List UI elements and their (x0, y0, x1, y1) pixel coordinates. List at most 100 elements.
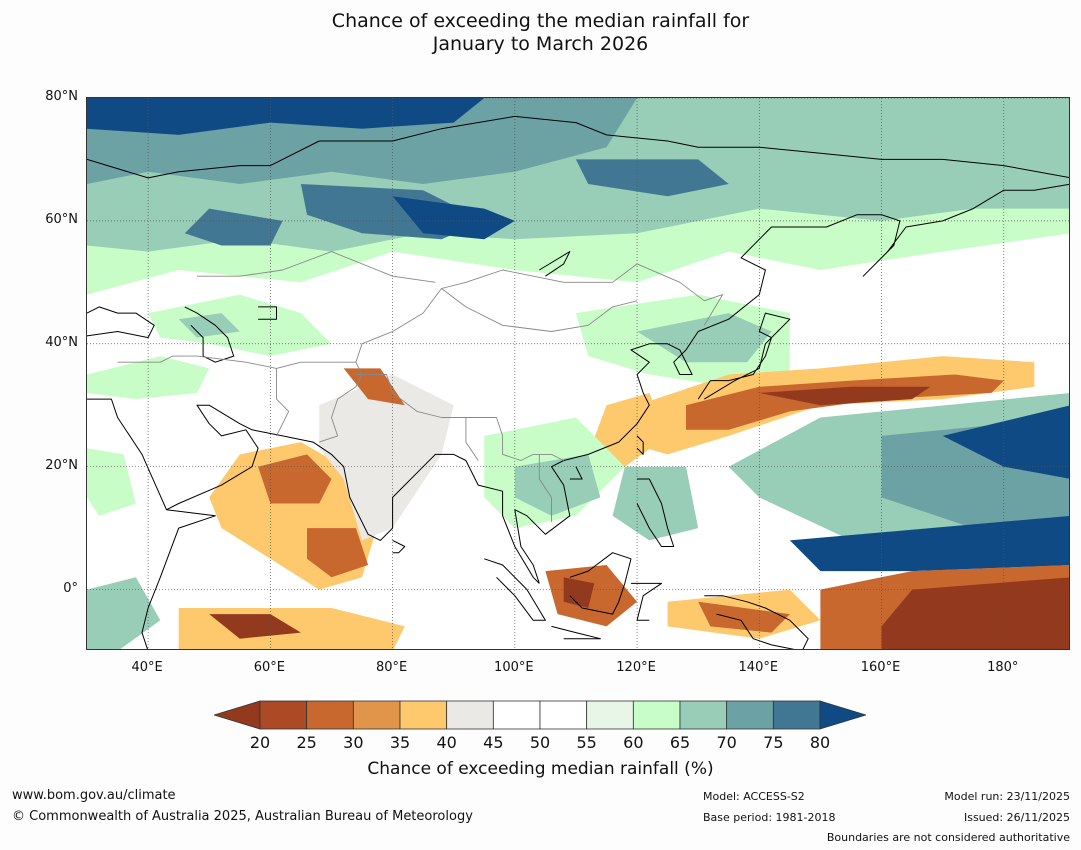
region-northeast-africa-wet (87, 448, 136, 516)
colorbar-tick-label: 60 (623, 733, 644, 752)
footer-model-run: Model run: 23/11/2025 (944, 790, 1070, 803)
region-north-pacific-dry-strong (759, 386, 931, 406)
rainfall-probability-map[interactable] (86, 97, 1070, 650)
lon-tick-label: 160°E (860, 660, 901, 675)
colorbar-cell (352, 700, 401, 730)
coastline-arctic (87, 115, 1069, 179)
lon-tick-label: 180° (987, 660, 1019, 675)
colorbar-tick-label: 70 (716, 733, 737, 752)
lat-tick-label: 80°N (45, 89, 78, 104)
map-title-line1: Chance of exceeding the median rainfall … (331, 10, 750, 32)
region-equatorial-pacific-dry-strong (881, 577, 1069, 649)
colorbar-tick-label: 30 (343, 733, 364, 752)
coastline-caspian (184, 306, 235, 363)
region-arabian-sea-dry-south (307, 528, 369, 578)
coastline-baikal (539, 251, 571, 277)
colorbar-cell (306, 700, 354, 730)
colorbar-under-arrow (214, 700, 261, 730)
region-indochina-wet-moderate (514, 454, 601, 516)
coastline-taiwan (636, 435, 644, 455)
region-korea-japan-wet (637, 313, 772, 363)
coastline-hainan (569, 466, 583, 480)
colorbar-tick-label: 25 (296, 733, 317, 752)
colorbar-tick-label: 20 (249, 733, 271, 752)
colorbar-cell (772, 700, 821, 730)
coastline-java (551, 625, 601, 640)
region-philippines-wet (612, 466, 699, 541)
colorbar-tick-label: 55 (576, 733, 597, 752)
border-mongolia-china (441, 288, 638, 332)
region-pacific-wet-max-north (942, 405, 1069, 479)
region-south-indian-dry-strong (209, 614, 301, 639)
colorbar-tick-label: 65 (669, 733, 691, 752)
colorbar-cell (586, 700, 634, 730)
colorbar-over-arrow (819, 700, 866, 730)
colorbar-cell (399, 700, 448, 730)
colorbar-cell (492, 700, 541, 730)
coastline-japan (697, 312, 791, 400)
region-india-neutral (319, 374, 454, 541)
footer-base-period: Base period: 1981-2018 (703, 811, 836, 824)
region-east-siberia-wet (575, 159, 729, 197)
footer-copyright: © Commonwealth of Australia 2025, Austra… (12, 809, 473, 824)
region-borneo-dry-strong (563, 577, 595, 608)
region-south-china-dry (588, 392, 668, 467)
colorbar-cell (446, 700, 494, 730)
border-kazakhstan-russia (197, 251, 436, 283)
region-west-siberia-wet-max (392, 196, 515, 240)
coastline-philippines (636, 478, 675, 547)
border-iran-afghanistan (276, 368, 290, 437)
region-urals-wet (184, 208, 283, 246)
map-title: Chance of exceeding the median rainfall … (0, 10, 1081, 56)
border-pakistan (319, 361, 363, 443)
colorbar-tick-label: 80 (809, 733, 831, 752)
footer-model: Model: ACCESS-S2 (703, 790, 805, 803)
region-arctic-wet-max (87, 98, 485, 135)
region-central-asia-wet-weak (148, 294, 332, 357)
border-china-south (355, 374, 564, 461)
border-myanmar (465, 417, 479, 461)
coastline-sulawesi (631, 582, 662, 621)
region-new-guinea-dry-moderate (698, 601, 790, 633)
colorbar-tick-label: 40 (436, 733, 457, 752)
region-pacific-wet-max-equator (789, 515, 1069, 572)
coastline-borneo (569, 552, 632, 615)
coastline-new-guinea (704, 595, 809, 649)
lon-tick-label: 100°E (494, 660, 534, 675)
colorbar-cell (632, 700, 681, 730)
border-indochina (538, 454, 552, 522)
lat-tick-label: 0° (63, 580, 78, 596)
lon-tick-label: 120°E (616, 660, 656, 675)
lon-tick-label: 140°E (738, 660, 779, 675)
lat-tick-label: 40°N (45, 334, 78, 350)
map-canvas (87, 98, 1069, 649)
lon-tick-label: 40°E (131, 660, 163, 675)
region-caspian-wet (178, 313, 240, 338)
footer-disclaimer: Boundaries are not considered authoritat… (826, 831, 1070, 844)
colorbar-tick-label: 75 (763, 733, 784, 752)
lat-tick-label: 60°N (45, 211, 78, 227)
footer-issued: Issued: 26/11/2025 (963, 811, 1070, 824)
colorbar-cell (259, 700, 308, 730)
lon-tick-label: 80°E (375, 660, 408, 675)
region-himalaya-dry (343, 368, 405, 406)
colorbar-tick-label: 35 (389, 733, 411, 752)
colorbar-cell (679, 700, 728, 730)
coastline-aral (258, 306, 277, 320)
colorbar-cell (539, 700, 588, 730)
border-china-north (355, 263, 724, 363)
coastline-south-asia (166, 404, 540, 584)
lon-tick-label: 60°E (253, 660, 285, 675)
coastline-africa (87, 398, 216, 649)
colorbar-label: Chance of exceeding median rainfall (%) (367, 759, 714, 779)
lat-tick-label: 20°N (45, 457, 78, 473)
coastline-sumatra (484, 558, 546, 621)
colorbar-cell (726, 700, 774, 730)
colorbar (214, 700, 866, 730)
footer-url[interactable]: www.bom.gov.au/climate (12, 788, 176, 803)
coastline-east-asia (514, 183, 1069, 584)
border-iran-turkmenistan (117, 355, 338, 369)
map-title-line2: January to March 2026 (432, 33, 649, 55)
colorbar-tick-label: 50 (529, 733, 551, 752)
colorbar-tick-label: 45 (483, 733, 504, 752)
